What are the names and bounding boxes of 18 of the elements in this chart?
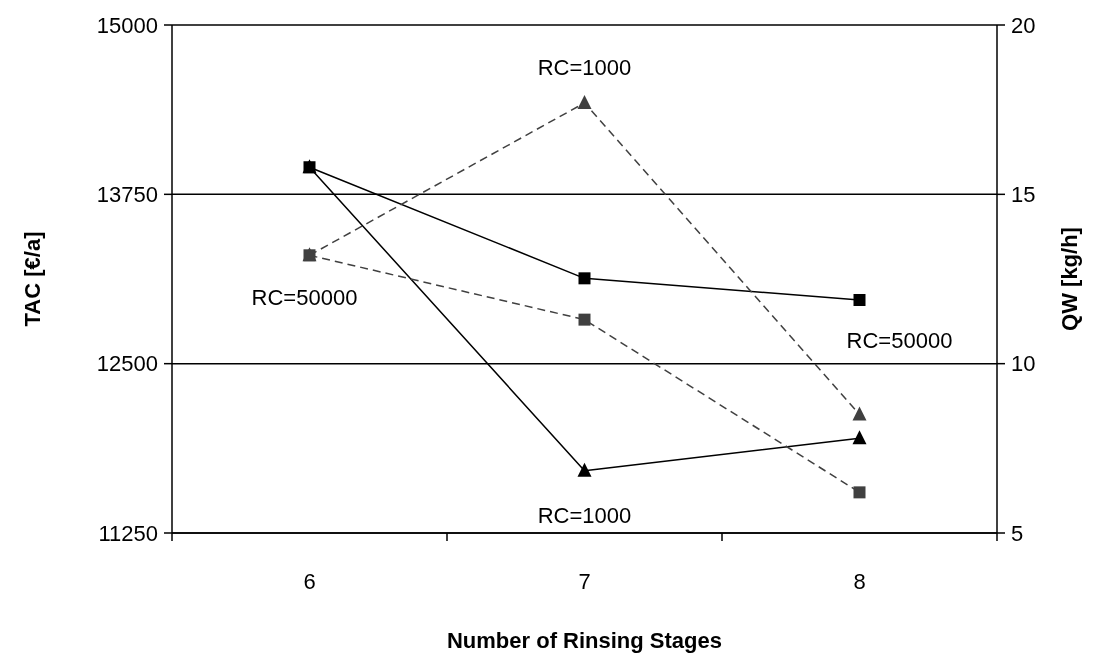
x-tick-label: 6: [303, 569, 316, 594]
x-axis-title: Number of Rinsing Stages: [446, 628, 723, 653]
series-label: RC=50000: [846, 327, 953, 353]
x-tick-label: 8: [853, 569, 866, 594]
series-label: RC=1000: [537, 54, 632, 80]
y-tick-label: 15000: [96, 12, 158, 38]
y2-tick-label: 20: [1011, 12, 1036, 38]
y-tick-label: 13750: [96, 182, 158, 208]
x-tick-label: 7: [578, 569, 591, 594]
y2-tick-label: 5: [1011, 520, 1024, 546]
y-tick-label: 12500: [96, 351, 158, 377]
y-tick-label: 11250: [98, 520, 158, 546]
series-label: RC=1000: [537, 503, 632, 529]
series-label: RC=50000: [251, 284, 358, 310]
y-axis-title: TAC [€/a]: [20, 231, 45, 327]
y2-tick-label: 10: [1011, 351, 1036, 377]
y2-tick-label: 15: [1011, 182, 1036, 208]
y2-axis-title: QW [kg/h]: [1057, 227, 1082, 331]
